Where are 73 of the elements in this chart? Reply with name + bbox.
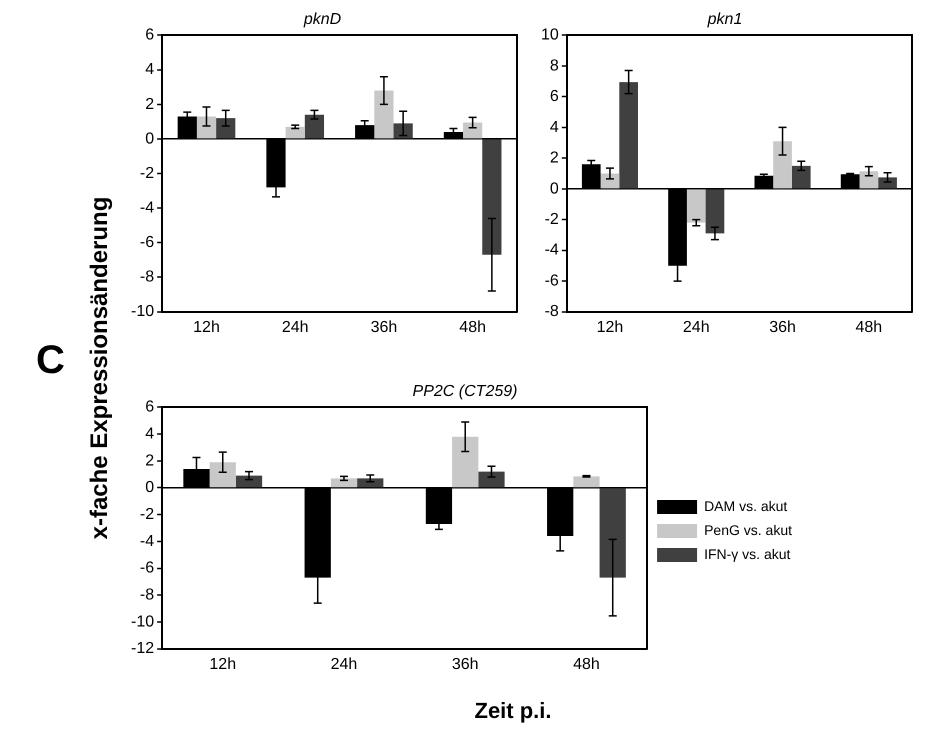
y-tick-label: -4 xyxy=(140,532,154,550)
y-tick-label: -8 xyxy=(544,303,559,320)
bar xyxy=(463,122,482,138)
x-axis-title: Zeit p.i. xyxy=(474,698,552,724)
bar xyxy=(394,123,413,138)
legend-label: PenG vs. akut xyxy=(704,522,792,538)
chart-title: pknD xyxy=(302,11,342,28)
y-axis-title: x-fache Expressionsänderung xyxy=(86,196,114,540)
y-tick-label: 2 xyxy=(550,150,559,167)
bar xyxy=(374,90,394,138)
y-tick-label: -4 xyxy=(544,242,559,259)
bar xyxy=(304,114,324,138)
bar xyxy=(600,174,620,188)
bar xyxy=(216,118,236,138)
y-tick-label: 4 xyxy=(145,61,154,78)
bar xyxy=(236,476,262,488)
x-tick-label: 24h xyxy=(682,318,710,336)
bar xyxy=(452,436,478,488)
x-tick-label: 12h xyxy=(193,318,220,336)
bar xyxy=(773,141,792,188)
y-tick-label: 4 xyxy=(550,118,559,136)
y-tick-label: -12 xyxy=(131,640,154,658)
x-tick-label: 48h xyxy=(856,318,882,336)
x-tick-label: 48h xyxy=(459,318,486,336)
y-tick-label: -2 xyxy=(140,506,154,523)
bar xyxy=(357,478,384,488)
y-tick-label: -6 xyxy=(544,272,559,290)
y-tick-label: 0 xyxy=(145,479,154,496)
y-tick-label: -2 xyxy=(140,164,154,182)
bar xyxy=(878,177,897,188)
bar xyxy=(482,139,502,255)
bar xyxy=(792,166,811,188)
bar xyxy=(706,189,724,234)
y-tick-label: 6 xyxy=(145,398,154,416)
y-tick-label: -8 xyxy=(140,268,154,286)
y-tick-label: 0 xyxy=(550,180,559,198)
chart-title: pkn1 xyxy=(706,11,742,28)
y-tick-label: 8 xyxy=(550,57,559,74)
x-tick-label: 24h xyxy=(330,656,358,673)
y-tick-label: -10 xyxy=(131,613,154,630)
y-tick-label: -4 xyxy=(140,199,154,216)
x-tick-label: 36h xyxy=(452,656,479,673)
y-tick-label: 6 xyxy=(550,88,559,106)
x-tick-label: 36h xyxy=(370,318,398,336)
y-tick-label: 2 xyxy=(145,452,154,470)
bar xyxy=(478,472,505,488)
y-tick-label: 6 xyxy=(145,26,154,44)
x-tick-label: 36h xyxy=(769,318,796,336)
y-tick-label: 10 xyxy=(541,26,559,44)
x-tick-label: 24h xyxy=(282,318,309,336)
y-tick-label: 4 xyxy=(145,425,154,442)
bar xyxy=(286,126,305,138)
legend-label: DAM vs. akut xyxy=(704,498,788,514)
bar xyxy=(686,189,706,223)
text: C xyxy=(36,338,65,383)
chart-title: PP2C (CT259) xyxy=(412,383,518,400)
bar xyxy=(573,476,600,488)
bar xyxy=(600,488,626,578)
x-tick-label: 12h xyxy=(596,318,624,336)
x-tick-label: 12h xyxy=(209,656,236,673)
y-tick-label: -6 xyxy=(140,234,154,252)
y-tick-label: -8 xyxy=(140,586,154,604)
bar xyxy=(210,462,236,488)
x-tick-label: 48h xyxy=(573,656,600,673)
y-tick-label: 0 xyxy=(145,130,154,148)
y-tick-label: -10 xyxy=(131,303,154,320)
legend-label: IFN-γ vs. akut xyxy=(704,546,791,562)
y-tick-label: -2 xyxy=(544,211,559,228)
bar xyxy=(860,171,878,188)
y-tick-label: -6 xyxy=(140,560,154,577)
y-tick-label: 2 xyxy=(145,96,154,113)
bar xyxy=(619,82,638,188)
bar xyxy=(196,116,216,138)
